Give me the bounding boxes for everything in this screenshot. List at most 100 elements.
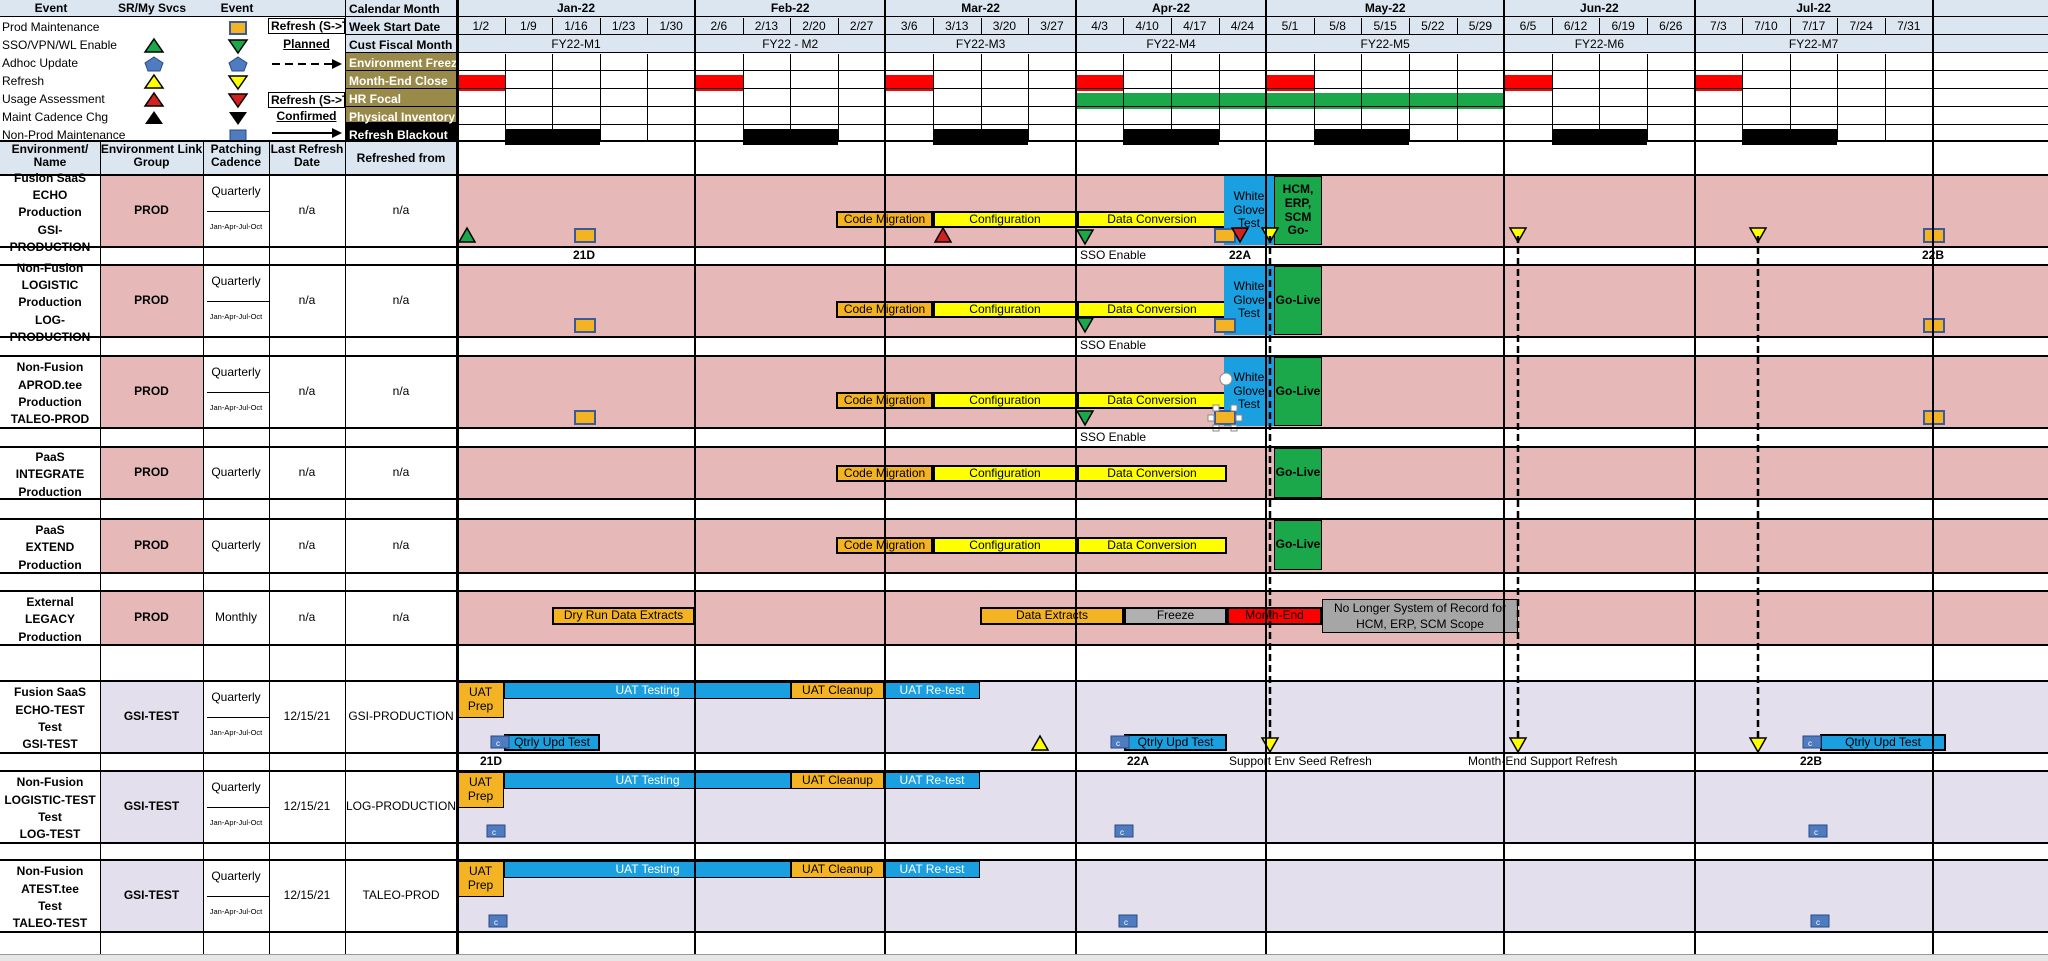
refresh-marker — [1508, 227, 1528, 244]
cadence-divider — [207, 807, 269, 808]
selection-handle[interactable] — [1207, 414, 1215, 422]
freeze-bar[interactable]: Freeze — [1124, 607, 1227, 625]
golive-bar[interactable]: Go-Live — [1274, 266, 1322, 335]
row-gridline — [345, 52, 2048, 53]
golive-bar[interactable]: Go-Live — [1274, 357, 1322, 426]
no-longer-sor-bar[interactable]: No Longer System of Record for HCM, ERP,… — [1322, 599, 1518, 633]
legend-item-label: Usage Assessment — [2, 92, 105, 106]
week-gridline — [837, 18, 839, 34]
refresh-label-22b: 22B — [1800, 754, 1823, 768]
env-name-cell — [0, 861, 100, 931]
env-name-cell — [0, 448, 100, 498]
row-gridline — [0, 770, 2048, 772]
row-gridline — [0, 752, 2048, 754]
rotate-handle-icon[interactable] — [1219, 372, 1233, 386]
env-name: External LEGACY Production — [18, 594, 82, 644]
env-name-cell — [0, 520, 100, 572]
column-header-row — [0, 141, 457, 174]
data-conversion-bar[interactable]: Data Conversion — [1077, 392, 1227, 409]
legend-item-label: Maint Cadence Chg — [2, 110, 109, 124]
row-gridline — [0, 246, 2048, 248]
data-extracts-bar[interactable]: Data Extracts — [980, 607, 1124, 625]
month-gridline — [1074, 0, 1077, 954]
configuration-bar[interactable]: Configuration — [933, 211, 1077, 228]
env-name-cell — [0, 357, 100, 427]
svg-text:c: c — [1116, 739, 1120, 748]
uat-cleanup-bar[interactable]: UAT Cleanup — [791, 682, 884, 699]
month-end-cell — [885, 75, 933, 91]
week-start-label: 7/10 — [1754, 19, 1778, 33]
uat-prep-bar[interactable]: UAT Prep — [457, 682, 504, 718]
svg-text:c: c — [1120, 828, 1124, 837]
col-patching: Patching Cadence — [210, 142, 262, 170]
qtrly-upd-test-bar[interactable]: Qtrly Upd Test — [504, 734, 600, 751]
uat-cleanup-bar[interactable]: UAT Cleanup — [791, 861, 884, 878]
uat-prep-bar[interactable]: UAT Prep — [457, 861, 504, 897]
blackout-label-bg — [345, 122, 457, 140]
selection-handle[interactable] — [1235, 414, 1243, 422]
uat-retest-bar[interactable]: UAT Re-test — [884, 682, 980, 699]
uat-cleanup-bar[interactable]: UAT Cleanup — [791, 772, 884, 789]
row-gridline — [0, 644, 2048, 646]
row-gridline — [345, 34, 2048, 35]
nonprod-maintenance-marker: c — [1810, 914, 1830, 928]
env-name: PaaS EXTEND Production — [18, 522, 82, 572]
week-gridline — [1123, 18, 1125, 34]
refresh-triangle-icon — [227, 75, 249, 91]
last-refresh-date: n/a — [298, 293, 316, 307]
patching-cadence-months: Jan-Apr-Jul-Oct — [209, 222, 263, 231]
configuration-bar[interactable]: Configuration — [933, 465, 1077, 482]
uat-testing-bar[interactable]: UAT Testing — [504, 861, 791, 878]
row-gridline — [0, 518, 2048, 520]
configuration-bar[interactable]: Configuration — [933, 392, 1077, 409]
qtrly-upd-test-bar[interactable]: Qtrly Upd Test — [1124, 734, 1227, 751]
dry-run-extracts-bar[interactable]: Dry Run Data Extracts — [552, 607, 695, 625]
row-gridline — [345, 88, 2048, 89]
legend-header-event2: Event — [220, 1, 254, 15]
data-conversion-bar[interactable]: Data Conversion — [1077, 465, 1227, 482]
golive-bar[interactable]: Go-Live — [1274, 448, 1322, 498]
legend-header-bg — [0, 0, 345, 16]
uat-testing-bar[interactable]: UAT Testing — [504, 772, 791, 789]
svg-text:c: c — [1808, 739, 1812, 748]
week-gridline — [980, 18, 982, 34]
uat-prep-bar[interactable]: UAT Prep — [457, 772, 504, 808]
configuration-bar[interactable]: Configuration — [933, 301, 1077, 318]
uat-testing-bar[interactable]: UAT Testing — [504, 682, 791, 699]
env-link-group: PROD — [134, 465, 169, 479]
usage-triangle-icon — [227, 93, 249, 109]
uat-retest-bar[interactable]: UAT Re-test — [884, 772, 980, 789]
usage-triangle-icon — [143, 91, 165, 107]
uat-retest-bar[interactable]: UAT Re-test — [884, 861, 980, 878]
week-start-label: 4/3 — [1091, 19, 1108, 33]
refreshed-from: LOG-PRODUCTION — [345, 799, 456, 813]
month-end-bar[interactable]: Month-End — [1227, 607, 1322, 625]
data-conversion-bar[interactable]: Data Conversion — [1077, 211, 1227, 228]
hcm-golive-bar[interactable]: HCM, ERP, SCM Go- — [1274, 176, 1322, 245]
refreshed-from: n/a — [392, 610, 410, 624]
month-end-cell — [457, 75, 505, 91]
refreshed-from: TALEO-PROD — [362, 888, 440, 902]
selection-handle[interactable] — [1212, 404, 1220, 412]
sheet-tab-strip[interactable] — [0, 954, 2048, 961]
patching-cadence: Monthly — [214, 610, 258, 624]
week-gridline — [1361, 54, 1363, 140]
week-start-label: 1/2 — [472, 19, 490, 33]
row-gridline — [0, 355, 2048, 357]
data-conversion-bar[interactable]: Data Conversion — [1077, 301, 1227, 318]
col-last-refresh: Last Refresh Date — [270, 142, 344, 170]
env-from-cell — [345, 520, 457, 572]
usage-assessment-marker — [933, 226, 953, 243]
selection-handle[interactable] — [1230, 404, 1238, 412]
golive-bar[interactable]: Go-Live — [1274, 520, 1322, 570]
month-label: Feb-22 — [770, 1, 810, 15]
qtrly-upd-test-bar[interactable]: Qtrly Upd Test — [1820, 734, 1946, 751]
column-gridline — [269, 141, 270, 954]
week-start-label: 5/1 — [1281, 19, 1299, 33]
row-gridline — [0, 572, 2048, 574]
row-gridline — [0, 842, 2048, 844]
data-conversion-bar[interactable]: Data Conversion — [1077, 537, 1227, 554]
env-link-group: PROD — [134, 293, 169, 307]
row-gridline — [0, 498, 2048, 500]
fiscal-month-label: FY22-M6 — [1574, 37, 1625, 51]
